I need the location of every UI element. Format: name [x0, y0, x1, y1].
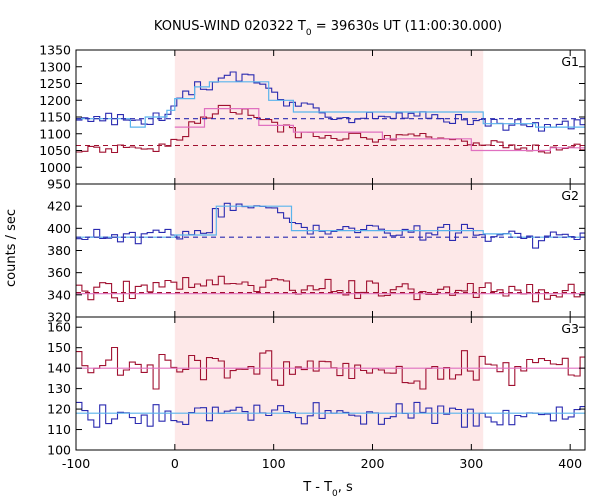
panel-g1-y-tick-label: 1250 — [39, 76, 71, 91]
x-tick-label: -100 — [62, 456, 90, 471]
panel-g1-y-tick-label: 1150 — [39, 110, 71, 125]
panel-g2-y-tick-label: 380 — [47, 243, 71, 258]
y-axis-label: counts / sec — [4, 209, 19, 287]
panel-g3-y-tick-label: 140 — [47, 361, 71, 376]
x-axis-label-subscript: 0 — [332, 489, 338, 499]
panel-g3-frame — [75, 316, 586, 451]
panel-g3-y-tick-label: 100 — [47, 443, 71, 458]
panel-g3-y-tick-label: 110 — [47, 422, 71, 437]
panel-g3-y-tick-label: 150 — [47, 340, 71, 355]
panel-g1-y-tick-label: 1050 — [39, 143, 71, 158]
panel-g2-y-tick-label: 340 — [47, 287, 71, 302]
panel-g2-blue-light-curve — [76, 202, 585, 249]
chart-title-text: KONUS-WIND 020322 T — [154, 19, 306, 34]
panel-g1-cyan-model-fit — [76, 81, 585, 128]
chart-title: KONUS-WIND 020322 T0 = 39630s UT (11:00:… — [154, 19, 502, 38]
x-axis-label-text: T - T — [302, 480, 332, 495]
panel-g1-y-tick-label: 1100 — [39, 126, 71, 141]
panel-g2-cyan-model-fit — [76, 205, 585, 238]
panel-g3-blue-light-curve — [76, 401, 585, 428]
x-tick-label: 100 — [262, 456, 286, 471]
chart-title-rest: = 39630s UT (11:00:30.000) — [312, 19, 502, 34]
panel-g1-y-tick-label: 1200 — [39, 93, 71, 108]
x-axis-label: T - T0, s — [302, 480, 353, 499]
chart-title-subscript: 0 — [306, 28, 312, 38]
x-tick-label: 200 — [361, 456, 385, 471]
panel-g2-y-tick-label: 400 — [47, 221, 71, 236]
panel-g1-y-tick-label: 950 — [47, 177, 71, 192]
panel-g2-y-tick-label: 360 — [47, 265, 71, 280]
panel-g1-y-tick-label: 1300 — [39, 59, 71, 74]
panel-g1-y-tick-label: 1000 — [39, 160, 71, 175]
panel-g1-label: G1 — [561, 54, 579, 69]
panel-g3-red-light-curve — [76, 346, 585, 390]
panel-g3-y-tick-label: 120 — [47, 402, 71, 417]
panel-g1-pink-model-fit — [174, 108, 585, 152]
panel-g3-label: G3 — [561, 321, 579, 336]
x-tick-label: 400 — [558, 456, 582, 471]
panel-g2-y-tick-label: 420 — [47, 199, 71, 214]
x-axis-label-rest: , s — [338, 480, 353, 495]
panel-g2-label: G2 — [561, 188, 579, 203]
panel-g3-y-tick-label: 160 — [47, 320, 71, 335]
burst-interval-highlight — [174, 50, 484, 450]
panel-g3-y-tick-label: 130 — [47, 381, 71, 396]
panel-g1-red-light-curve — [76, 104, 585, 154]
panel-g1-y-tick-label: 1350 — [39, 43, 71, 58]
panel-g2-red-light-curve — [76, 275, 585, 303]
panel-g2-y-tick-label: 320 — [47, 310, 71, 325]
x-tick-label: 0 — [171, 456, 179, 471]
x-tick-label: 300 — [459, 456, 483, 471]
